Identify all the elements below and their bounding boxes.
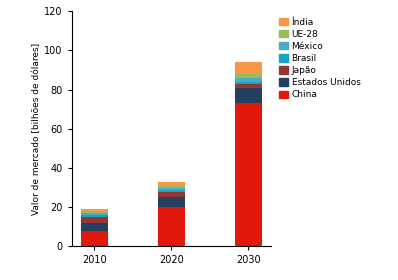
Bar: [158, 197, 185, 207]
Bar: [81, 215, 107, 217]
Bar: [158, 207, 185, 246]
Bar: [235, 103, 261, 246]
Bar: [81, 231, 107, 246]
Bar: [81, 209, 107, 211]
Bar: [81, 211, 107, 213]
Y-axis label: Valor de mercado [bilhões de dólares]: Valor de mercado [bilhões de dólares]: [32, 43, 41, 215]
Bar: [158, 186, 185, 188]
Bar: [235, 82, 261, 84]
Bar: [158, 188, 185, 190]
Bar: [81, 223, 107, 231]
Bar: [235, 88, 261, 103]
Bar: [235, 84, 261, 88]
Bar: [235, 74, 261, 78]
Bar: [81, 217, 107, 223]
Bar: [235, 78, 261, 82]
Bar: [158, 182, 185, 186]
Bar: [235, 62, 261, 74]
Legend: Índia, UE-28, México, Brasil, Japão, Estados Unidos, China: Índia, UE-28, México, Brasil, Japão, Est…: [277, 16, 362, 101]
Bar: [81, 213, 107, 215]
Bar: [158, 192, 185, 197]
Bar: [158, 190, 185, 192]
